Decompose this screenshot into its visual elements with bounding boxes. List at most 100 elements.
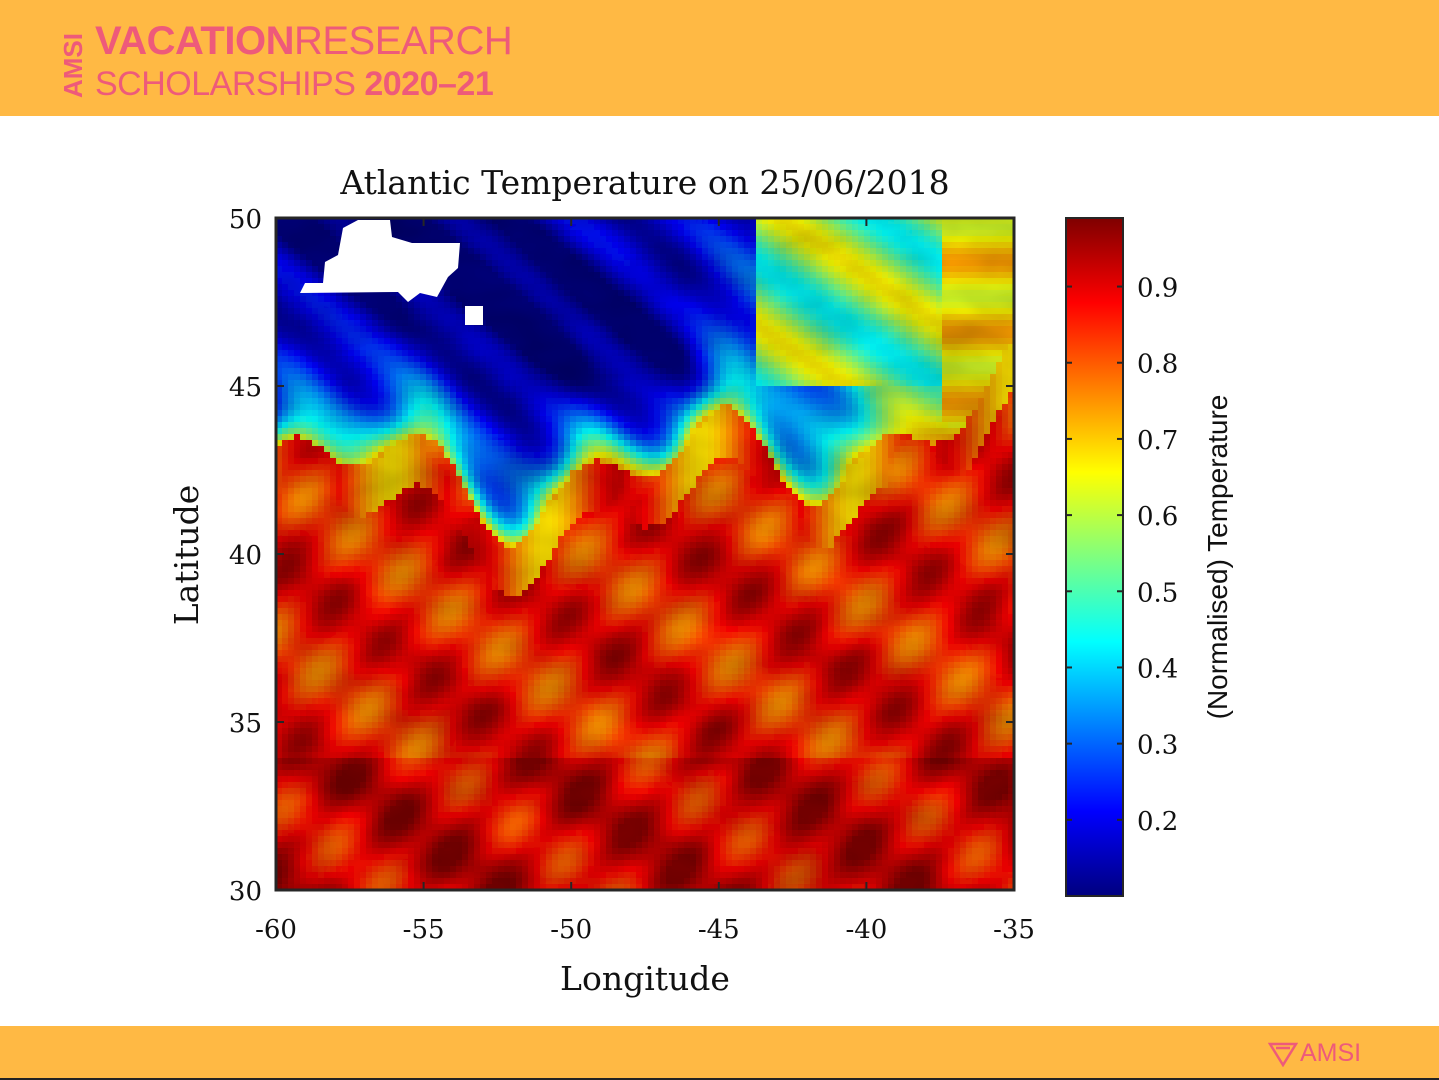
heatmap-cell xyxy=(576,218,583,225)
heatmap-cell xyxy=(558,386,565,393)
heatmap-cell xyxy=(396,326,403,333)
heatmap-cell xyxy=(282,308,289,315)
header-band xyxy=(0,0,1439,116)
heatmap-cell xyxy=(528,284,535,291)
heatmap-cell xyxy=(696,446,703,453)
heatmap-cell xyxy=(984,428,991,435)
heatmap-cell xyxy=(894,278,901,285)
heatmap-cell xyxy=(888,266,895,273)
heatmap-cell xyxy=(318,404,325,411)
heatmap-cell xyxy=(324,356,331,363)
heatmap-cell xyxy=(654,422,661,429)
heatmap-cell xyxy=(366,374,373,381)
heatmap-cell xyxy=(330,242,337,249)
heatmap-cell xyxy=(558,410,565,417)
heatmap-cell xyxy=(828,380,835,387)
heatmap-cell xyxy=(564,434,571,441)
heatmap-cell xyxy=(666,332,673,339)
heatmap-cell xyxy=(756,308,763,315)
heatmap-cell xyxy=(366,338,373,345)
heatmap-cell xyxy=(516,422,523,429)
heatmap-cell xyxy=(690,410,697,417)
heatmap-cell xyxy=(576,434,583,441)
heatmap-cell xyxy=(816,434,823,441)
heatmap-cell xyxy=(894,236,901,243)
heatmap-cell xyxy=(666,356,673,363)
heatmap-cell xyxy=(846,254,853,261)
heatmap-cell xyxy=(828,284,835,291)
heatmap-cell xyxy=(744,230,751,237)
heatmap-cell xyxy=(618,284,625,291)
heatmap-cell xyxy=(696,248,703,255)
heatmap-cell xyxy=(642,218,649,225)
heatmap-cell xyxy=(894,428,901,435)
heatmap-cell xyxy=(660,458,667,465)
heatmap-cell xyxy=(558,344,565,351)
heatmap-cell xyxy=(894,356,901,363)
heatmap-cell xyxy=(804,248,811,255)
heatmap-cell xyxy=(810,428,817,435)
heatmap-cell xyxy=(474,380,481,387)
heatmap-cell xyxy=(930,410,937,417)
heatmap-cell xyxy=(372,344,379,351)
heatmap-cell xyxy=(714,356,721,363)
heatmap-cell xyxy=(936,260,943,267)
heatmap-cell xyxy=(792,326,799,333)
heatmap-cell xyxy=(402,386,409,393)
heatmap-cell xyxy=(282,326,289,333)
heatmap-cell xyxy=(930,236,937,243)
heatmap-cell xyxy=(282,254,289,261)
heatmap-cell xyxy=(702,428,709,435)
heatmap-cell xyxy=(510,230,517,237)
heatmap-cell xyxy=(474,218,481,225)
heatmap-cell xyxy=(834,392,841,399)
heatmap-cell xyxy=(996,434,1003,441)
heatmap-cell xyxy=(438,422,445,429)
heatmap-cell xyxy=(366,302,373,309)
heatmap-cell xyxy=(894,368,901,375)
heatmap-cell xyxy=(744,416,751,423)
heatmap-cell xyxy=(438,380,445,387)
heatmap-cell xyxy=(444,344,451,351)
heatmap-cell xyxy=(348,356,355,363)
heatmap-cell xyxy=(420,314,427,321)
heatmap-cell xyxy=(402,410,409,417)
heatmap-cell xyxy=(996,290,1003,297)
heatmap-cell xyxy=(936,380,943,387)
heatmap-cell xyxy=(630,290,637,297)
heatmap-cell xyxy=(282,302,289,309)
heatmap-cell xyxy=(786,356,793,363)
heatmap-cell xyxy=(684,290,691,297)
heatmap-cell xyxy=(336,320,343,327)
heatmap-cell xyxy=(342,290,349,297)
heatmap-cell xyxy=(750,416,757,423)
heatmap-cell xyxy=(684,284,691,291)
heatmap-cell xyxy=(654,230,661,237)
heatmap-cell xyxy=(714,314,721,321)
heatmap-cell xyxy=(966,440,973,447)
heatmap-cell xyxy=(282,236,289,243)
heatmap-cell xyxy=(720,326,727,333)
heatmap-cell xyxy=(774,314,781,321)
heatmap-cell xyxy=(642,380,649,387)
heatmap-cell xyxy=(942,290,949,297)
heatmap-cell xyxy=(984,410,991,417)
heatmap-cell xyxy=(312,398,319,405)
heatmap-cell xyxy=(306,218,313,225)
heatmap-cell xyxy=(618,290,625,297)
heatmap-cell xyxy=(960,380,967,387)
heatmap-cell xyxy=(924,368,931,375)
heatmap-cell xyxy=(384,356,391,363)
heatmap-cell xyxy=(384,368,391,375)
heatmap-cell xyxy=(990,248,997,255)
heatmap-cell xyxy=(864,296,871,303)
heatmap-cell xyxy=(984,386,991,393)
heatmap-cell xyxy=(960,224,967,231)
heatmap-cell xyxy=(654,452,661,459)
heatmap-cell xyxy=(960,452,967,459)
heatmap-cell xyxy=(792,236,799,243)
heatmap-cell xyxy=(846,440,853,447)
heatmap-cell xyxy=(864,224,871,231)
heatmap-cell xyxy=(372,326,379,333)
heatmap-cell xyxy=(810,272,817,279)
